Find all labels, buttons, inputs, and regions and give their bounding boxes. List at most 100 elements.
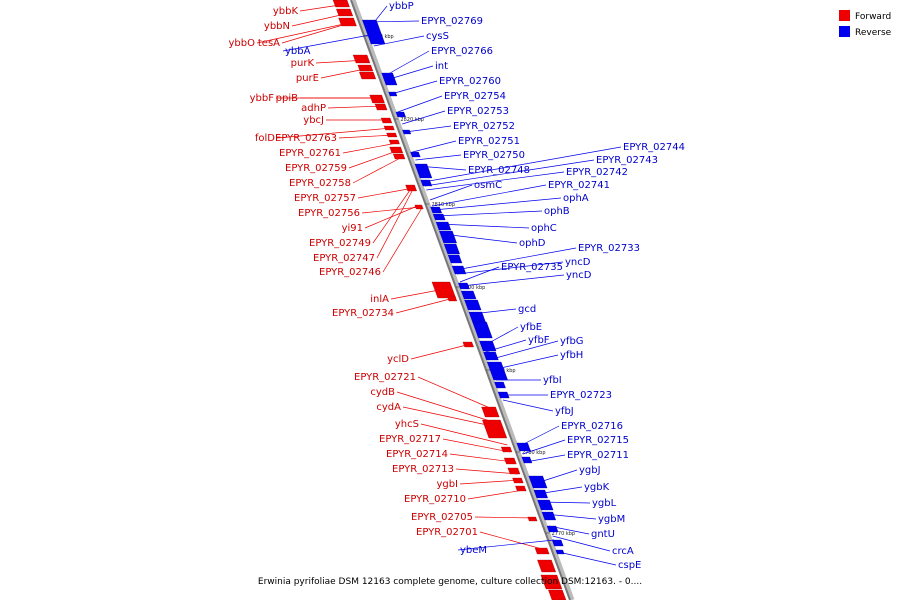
reverse-gene-label-ophb: ophB [544, 206, 570, 217]
reverse-gene-label-ybem: ybeM [460, 545, 487, 556]
reverse-gene-label-epyr-02711: EPYR_02711 [567, 450, 629, 461]
reverse-leader-line [424, 159, 595, 187]
reverse-leader-line [471, 308, 517, 315]
forward-leader-line [442, 438, 511, 453]
tick-label: 2820 kbp [400, 117, 424, 123]
reverse-gene-label-ygbj: ygbJ [579, 465, 601, 476]
reverse-gene-label-ophd: ophD [519, 238, 546, 249]
reverse-gene-label-epyr-02769: EPYR_02769 [421, 16, 483, 27]
forward-gene-label-purk: purK [291, 58, 315, 69]
forward-gene-block [537, 559, 556, 573]
forward-gene-label-epyr-02759: EPYR_02759 [285, 163, 347, 174]
forward-leader-line [459, 479, 521, 485]
forward-leader-line [256, 21, 354, 44]
forward-leader-line [449, 453, 514, 463]
reverse-gene-block [447, 254, 463, 264]
reverse-gene-block [479, 340, 497, 352]
forward-leader-line [410, 343, 471, 360]
reverse-leader-line [432, 184, 547, 207]
forward-gene-block [380, 117, 393, 124]
reverse-gene-label-yfbj: yfbJ [555, 406, 574, 417]
reverse-leader-line [415, 154, 462, 161]
forward-leader-line [382, 208, 422, 273]
reverse-gene-block [494, 381, 506, 389]
reverse-gene-label-gcd: gcd [518, 304, 536, 315]
reverse-gene-label-epyr-02716: EPYR_02716 [561, 421, 623, 432]
tick-label: 2770 kbp [552, 531, 576, 537]
reverse-leader-line [558, 551, 617, 566]
forward-gene-label-epyr-02749: EPYR_02749 [309, 238, 371, 249]
reverse-leader-line [405, 125, 452, 133]
reverse-gene-label-ybba: ybbA [285, 46, 311, 57]
reverse-leader-line [488, 340, 559, 361]
reverse-leader-line [397, 95, 443, 113]
reverse-gene-label-epyr-02715: EPYR_02715 [567, 435, 629, 446]
reverse-gene-label-epyr-02751: EPYR_02751 [458, 136, 520, 147]
forward-gene-label-ppib: ppiB [276, 93, 298, 104]
reverse-gene-block [528, 475, 548, 489]
reverse-gene-label-epyr-02742: EPYR_02742 [566, 167, 628, 178]
forward-leader-line [291, 12, 350, 27]
forward-gene-label-epyr-02717: EPYR_02717 [379, 434, 441, 445]
reverse-leader-line [417, 165, 467, 171]
forward-gene-block [540, 574, 563, 590]
forward-gene-label-epyr-02734: EPYR_02734 [332, 308, 394, 319]
reverse-leader-line [544, 513, 597, 520]
reverse-leader-line [426, 171, 565, 191]
reverse-leader-line [519, 425, 560, 447]
tick-label: 2780 kbp [522, 450, 546, 456]
forward-leader-line [376, 187, 414, 259]
forward-leader-line [357, 187, 414, 199]
reverse-gene-block [451, 265, 467, 275]
reverse-gene-label-ygbk: ygbK [584, 482, 610, 493]
genome-axis-shadow [350, 0, 575, 600]
legend-label-forward: Forward [855, 12, 891, 22]
reverse-leader-line [365, 20, 420, 23]
forward-gene-label-epyr-02713: EPYR_02713 [392, 464, 454, 475]
forward-gene-block [503, 457, 517, 465]
forward-gene-label-cydb: cydB [370, 387, 395, 398]
reverse-gene-label-epyr-02748: EPYR_02748 [468, 165, 530, 176]
forward-leader-line [348, 149, 400, 169]
forward-leader-line [361, 206, 421, 214]
reverse-leader-line [552, 535, 611, 552]
reverse-gene-label-cyss: cysS [426, 31, 449, 42]
forward-gene-block [481, 406, 500, 418]
reverse-gene-block [410, 151, 421, 158]
forward-leader-line [474, 516, 535, 519]
reverse-gene-label-int: int [435, 61, 448, 72]
reverse-leader-line [502, 399, 554, 412]
reverse-leader-line [485, 339, 527, 353]
reverse-leader-line [429, 184, 473, 201]
forward-gene-label-fold: folD [255, 133, 275, 144]
forward-gene-label-epyr-02747: EPYR_02747 [313, 253, 375, 264]
reverse-gene-block [395, 111, 406, 118]
reverse-leader-line [457, 539, 555, 551]
forward-leader-line [327, 105, 384, 109]
reverse-gene-block [461, 290, 477, 300]
forward-gene-label-ybbk: ybbK [273, 6, 299, 17]
genome-axis [350, 0, 571, 600]
forward-gene-label-epyr-02721: EPYR_02721 [354, 372, 416, 383]
reverse-gene-block [533, 489, 548, 499]
forward-leader-line [395, 297, 454, 314]
reverse-leader-line [525, 454, 566, 463]
forward-leader-line [455, 468, 519, 475]
reverse-gene-label-epyr-02744: EPYR_02744 [623, 142, 685, 153]
reverse-gene-block [443, 243, 460, 255]
reverse-gene-block [420, 179, 433, 187]
reverse-leader-line [459, 266, 500, 283]
legend-swatch-forward [839, 10, 850, 21]
forward-leader-line [276, 127, 392, 139]
reverse-leader-line [373, 35, 425, 47]
legend-swatch-reverse [839, 26, 850, 37]
forward-gene-label-ybcj: ybcJ [303, 115, 324, 126]
forward-gene-block [369, 94, 385, 104]
forward-gene-block [482, 419, 508, 439]
reverse-gene-label-ygbm: ygbM [598, 514, 625, 525]
reverse-leader-line [491, 354, 559, 371]
figure-caption: Erwinia pyrifoliae DSM 12163 complete ge… [257, 577, 643, 587]
reverse-gene-block [472, 321, 493, 339]
forward-gene-label-epyr-02701: EPYR_02701 [416, 527, 478, 538]
forward-gene-label-epyr-02763: EPYR_02763 [275, 133, 337, 144]
